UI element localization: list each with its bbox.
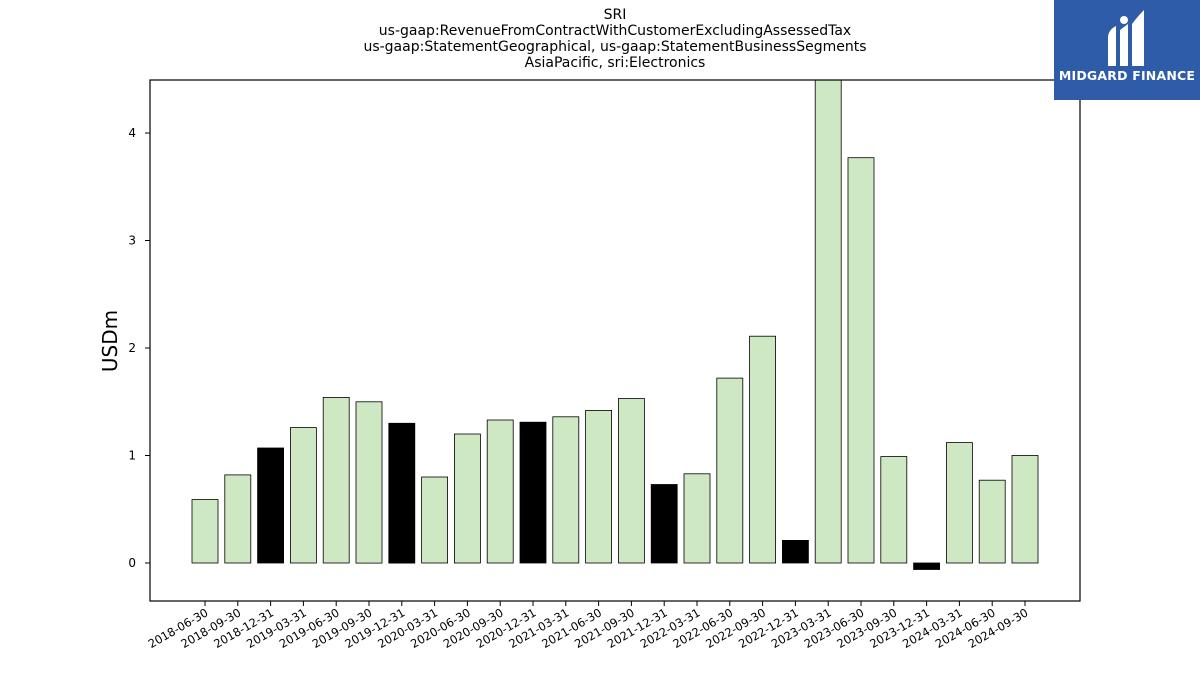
bar-2020-03-31 [421, 476, 449, 564]
bar-2024-06-30 [978, 479, 1006, 564]
bar-2022-03-31 [683, 473, 711, 564]
bar-2019-06-30 [322, 396, 350, 564]
bars-group [191, 79, 1039, 570]
bar-2024-03-31 [946, 442, 973, 564]
title-line-concept: us-gaap:RevenueFromContractWithCustomerE… [378, 23, 852, 39]
bar-2018-12-31 [257, 447, 285, 564]
bar-2022-09-30 [749, 335, 776, 564]
bar-2020-12-31 [519, 421, 547, 564]
logo-text: MIDGARD FINANCE [1058, 68, 1196, 83]
y-tick-label: 0 [128, 556, 136, 570]
bar-2023-12-31 [913, 562, 940, 570]
title-line-axes: us-gaap:StatementGeographical, us-gaap:S… [363, 39, 867, 55]
y-tick-label: 3 [128, 234, 136, 248]
plot-frame [149, 79, 1081, 602]
bar-2023-03-31 [814, 79, 842, 564]
bar-2019-09-30 [355, 401, 383, 564]
bar-2023-09-30 [880, 456, 908, 564]
bar-2019-12-31 [388, 422, 416, 564]
x-axis: 2018-06-302018-09-302018-12-312019-03-31… [146, 601, 1031, 651]
logo-mark-icon [1108, 10, 1144, 66]
bar-2023-06-30 [847, 157, 875, 564]
bar-2018-09-30 [224, 474, 252, 564]
bar-2022-06-30 [716, 377, 744, 564]
y-tick-label: 4 [128, 126, 136, 140]
bar-2020-06-30 [453, 433, 481, 564]
brand-logo: MIDGARD FINANCE [1054, 0, 1200, 100]
y-axis-label: USDm [98, 310, 122, 372]
bar-2021-09-30 [618, 398, 645, 564]
bar-2018-06-30 [191, 499, 219, 564]
bar-2021-06-30 [585, 409, 612, 564]
y-tick-label: 1 [128, 449, 136, 463]
title-line-ticker: SRI [603, 7, 627, 23]
bar-2022-12-31 [782, 540, 809, 564]
bar-2019-03-31 [289, 427, 317, 564]
bar-2021-03-31 [552, 416, 580, 564]
y-axis: 0 1 2 3 4 [128, 126, 150, 570]
bar-2021-12-31 [650, 484, 678, 564]
bar-2020-09-30 [486, 419, 514, 564]
y-tick-label: 2 [128, 341, 136, 355]
title-line-members: AsiaPacific, sri:Electronics [524, 55, 706, 71]
bar-2024-09-30 [1011, 455, 1039, 564]
chart-title: SRI us-gaap:RevenueFromContractWithCusto… [0, 7, 1200, 71]
